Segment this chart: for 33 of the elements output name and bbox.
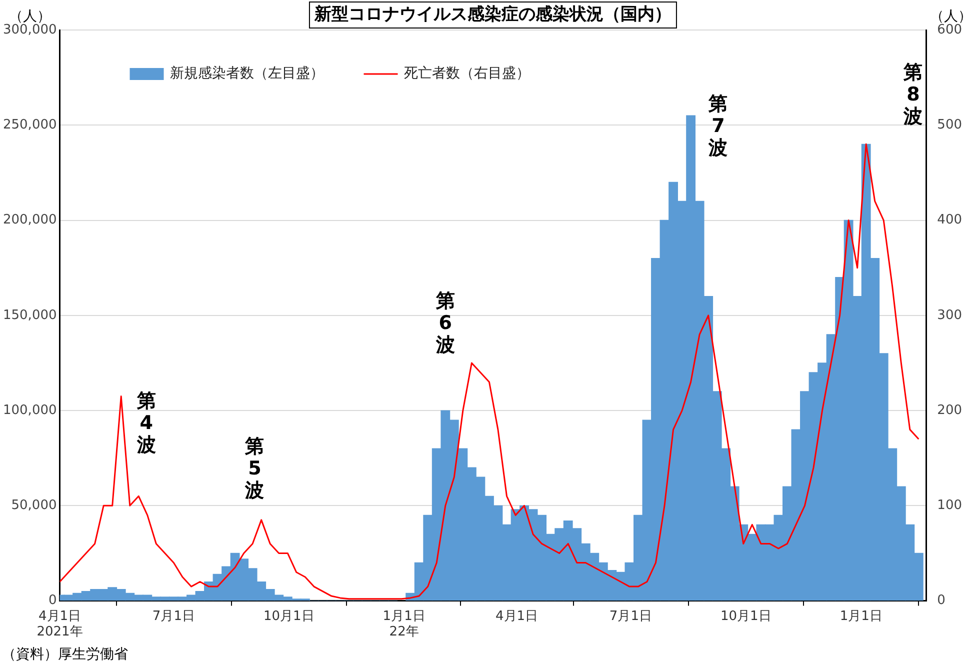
annotation: 第5波 — [244, 435, 264, 502]
y-tick-label: 150,000 — [2, 308, 57, 323]
y2-axis-title: （人） — [930, 8, 965, 25]
y-tick-label: 0 — [48, 593, 57, 608]
x-tick-label: 4月1日 2021年 — [36, 608, 83, 640]
annotation: 第8波 — [902, 62, 923, 128]
y2-tick-label: 100 — [937, 498, 962, 514]
y2-tick-label: 300 — [937, 308, 962, 323]
x-tick-label: 7月1日 — [609, 608, 652, 624]
y-tick-label: 200,000 — [2, 212, 57, 228]
y2-tick-label: 400 — [937, 212, 962, 228]
y2-tick-label: 0 — [937, 593, 946, 608]
text: （資料）厚生労働省 — [2, 646, 128, 663]
y-tick-label: 250,000 — [2, 118, 57, 133]
legend-label: 死亡者数（右目盛） — [404, 66, 530, 82]
annotation: 第7波 — [708, 92, 728, 159]
y-tick-label: 50,000 — [11, 498, 57, 514]
x-tick-label: 1月1日 22年 — [382, 608, 426, 640]
annotation: 第6波 — [434, 290, 455, 356]
x-tick-label: 7月1日 — [152, 608, 195, 624]
legend-label: 新規感染者数（左目盛） — [170, 66, 324, 82]
y-tick-label: 100,000 — [2, 402, 57, 418]
x-tick-label: 10月1日 — [720, 608, 772, 624]
x-tick-label: 10月1日 — [263, 608, 314, 624]
y-axis-title: （人） — [8, 8, 51, 25]
y2-tick-label: 600 — [937, 22, 962, 38]
y2-tick-label: 200 — [937, 402, 962, 418]
annotation: 第4波 — [136, 390, 156, 456]
x-tick-label: 4月1日 — [495, 608, 538, 624]
y2-tick-label: 500 — [937, 118, 962, 133]
y-tick-label: 300,000 — [2, 22, 57, 38]
x-tick-label: 1月1日 — [840, 608, 882, 624]
chart-title: 新型コロナウイルス感染症の感染状況（国内） — [313, 4, 672, 24]
